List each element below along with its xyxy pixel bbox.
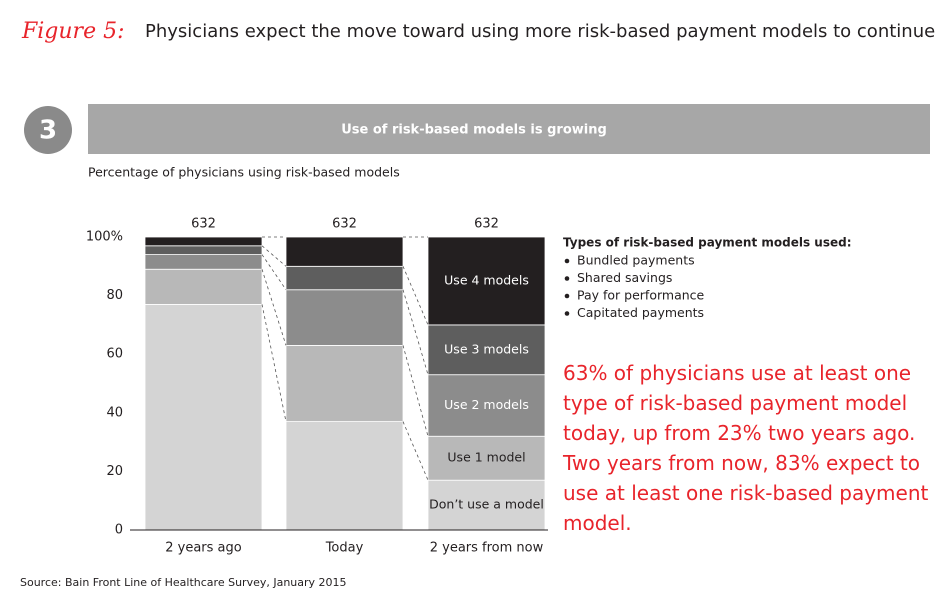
connector-line (261, 304, 287, 422)
bar-segment (144, 303, 263, 531)
bar-segment (427, 435, 546, 481)
type-item: Pay for performance (577, 288, 705, 303)
bar-segment (144, 268, 263, 305)
connector-line (402, 289, 429, 375)
page-title: Physicians expect the move toward using … (145, 21, 935, 42)
x-tick-label: 2 years ago (165, 541, 242, 556)
connector-line (402, 266, 429, 326)
y-tick-label: 80 (106, 288, 123, 303)
segment-label: Use 1 model (447, 450, 525, 465)
connector-line (402, 421, 429, 481)
sample-size: 632 (191, 217, 216, 232)
bar-segment (144, 254, 263, 270)
x-tick-label: Today (325, 541, 364, 556)
banner (88, 104, 930, 154)
sample-size: 632 (474, 217, 499, 232)
connector-line (261, 254, 287, 290)
bar-segment (285, 265, 404, 291)
bar-segment (285, 345, 404, 422)
source: Source: Bain Front Line of Healthcare Su… (20, 576, 347, 589)
x-tick-label: 2 years from now (430, 541, 544, 556)
bar-segment (427, 236, 546, 326)
bullet (564, 258, 570, 264)
figure-label: Figure 5: (21, 19, 125, 44)
connector-line (261, 269, 287, 346)
y-tick-label: 100% (86, 230, 123, 245)
connector-line (402, 345, 429, 437)
segment-label: Use 4 models (444, 272, 529, 287)
types-heading: Types of risk-based payment models used: (563, 236, 852, 250)
segment-label: Use 2 models (444, 397, 529, 412)
y-tick-label: 60 (106, 347, 123, 362)
y-tick-label: 20 (106, 464, 123, 479)
sample-size: 632 (332, 217, 357, 232)
bar-segment (285, 236, 404, 267)
bullet (564, 276, 570, 281)
banner-badge (24, 106, 72, 154)
bar-segment (285, 289, 404, 346)
chart-subtitle: Percentage of physicians using risk-base… (88, 165, 400, 180)
type-item: Shared savings (577, 270, 672, 285)
bar-segment (427, 479, 546, 531)
banner-number: 3 (39, 116, 57, 146)
bar-segment (427, 324, 546, 376)
type-item: Capitated payments (577, 305, 704, 320)
segment-label: Use 3 models (444, 341, 529, 356)
bar-segment (144, 245, 263, 255)
bullet (564, 311, 570, 316)
bar-segment (144, 236, 263, 247)
annotation: 63% of physicians use at least one type … (563, 361, 929, 535)
y-tick-label: 40 (106, 405, 123, 420)
segment-label: Don’t use a model (429, 497, 544, 512)
type-item: Bundled payments (577, 253, 695, 268)
bar-segment (285, 421, 404, 531)
banner-title: Use of risk-based models is growing (341, 123, 607, 138)
y-tick-label: 0 (115, 523, 123, 538)
bar-segment (427, 374, 546, 437)
connector-line (261, 245, 287, 267)
bullet (564, 293, 570, 299)
